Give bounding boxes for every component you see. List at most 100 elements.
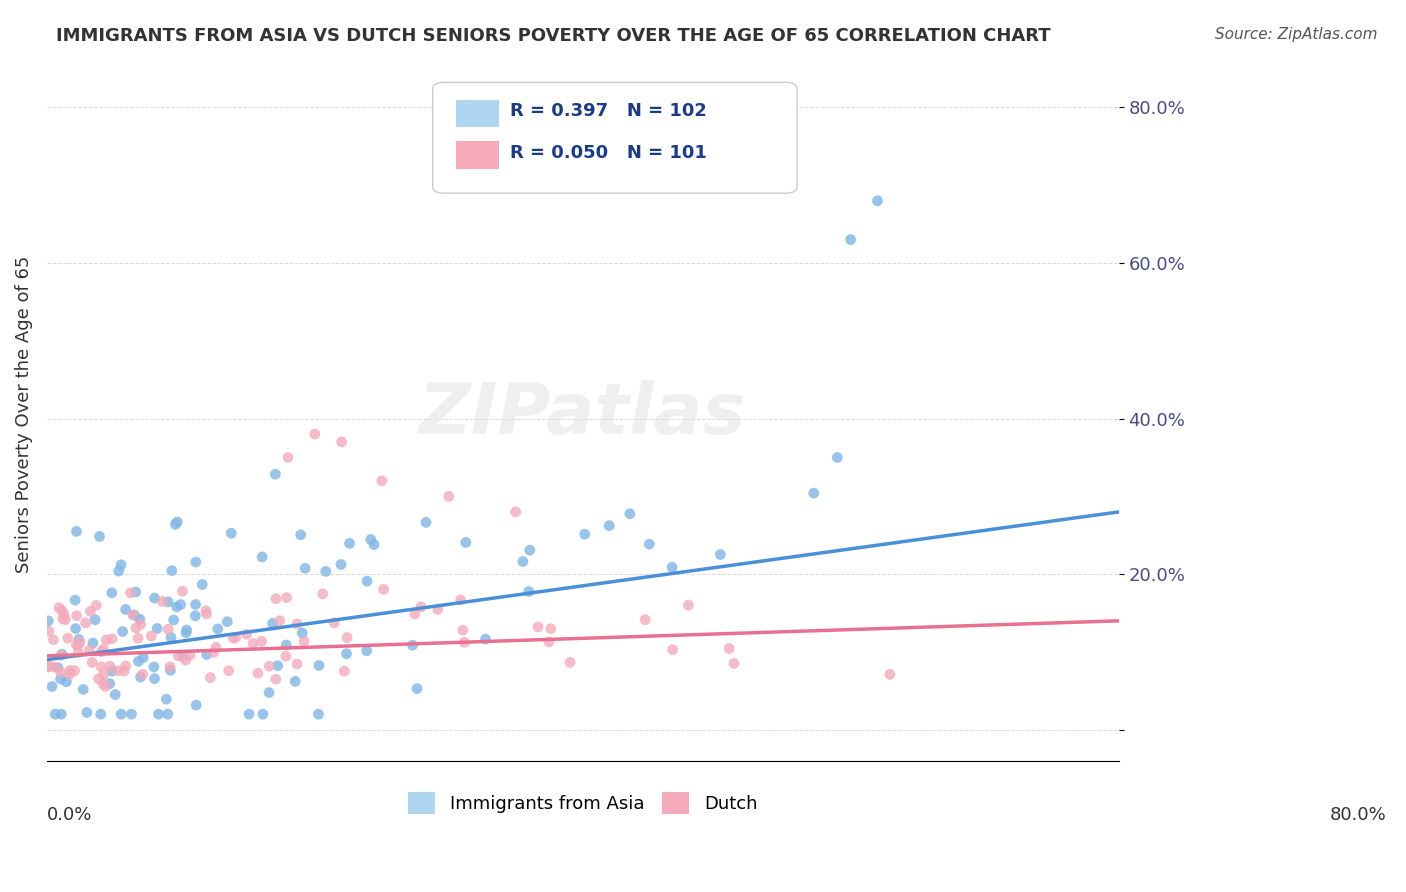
Point: [79, 643, 101, 657]
Point: [87, 672, 110, 686]
Point: [290, 528, 312, 542]
Point: [37, 614, 59, 628]
Point: [537, 635, 560, 649]
Point: [41, 680, 63, 694]
Point: [89, 529, 111, 543]
Point: [169, 598, 191, 612]
Point: [426, 602, 449, 616]
Point: [176, 623, 198, 637]
Point: [252, 707, 274, 722]
Point: [191, 577, 214, 591]
Point: [156, 707, 179, 722]
Point: [111, 624, 134, 639]
Point: [165, 517, 187, 532]
Point: [259, 659, 281, 673]
Point: [160, 564, 183, 578]
Point: [167, 648, 190, 663]
Point: [146, 622, 169, 636]
Point: [125, 621, 148, 635]
Point: [179, 648, 201, 662]
Point: [124, 585, 146, 599]
Point: [75, 615, 97, 630]
Point: [195, 648, 218, 662]
Point: [527, 620, 550, 634]
Point: [264, 467, 287, 482]
Point: [718, 641, 741, 656]
Point: [72, 682, 94, 697]
Point: [184, 598, 207, 612]
Point: [98, 676, 121, 690]
Point: [114, 602, 136, 616]
Point: [63, 593, 86, 607]
Point: [195, 607, 218, 621]
Point: [49, 665, 72, 679]
Point: [661, 642, 683, 657]
Point: [94, 680, 117, 694]
Point: [142, 660, 165, 674]
Point: [284, 674, 307, 689]
Point: [65, 524, 87, 539]
Text: R = 0.397   N = 102: R = 0.397 N = 102: [510, 103, 707, 120]
Point: [166, 599, 188, 614]
Point: [37, 660, 59, 674]
Point: [69, 635, 91, 649]
Point: [505, 505, 527, 519]
Point: [294, 561, 316, 575]
Point: [104, 688, 127, 702]
Point: [101, 632, 124, 646]
Point: [110, 707, 132, 722]
Point: [127, 654, 149, 668]
Point: [291, 626, 314, 640]
Point: [82, 636, 104, 650]
Point: [276, 638, 298, 652]
Point: [59, 664, 82, 678]
Point: [49, 672, 72, 686]
Point: [159, 659, 181, 673]
Bar: [457, 141, 499, 169]
Point: [49, 648, 72, 663]
Point: [129, 670, 152, 684]
Point: [866, 194, 889, 208]
Point: [207, 622, 229, 636]
Point: [112, 664, 135, 678]
Point: [217, 615, 239, 629]
Point: [264, 591, 287, 606]
Point: [406, 681, 429, 696]
Point: [58, 667, 80, 681]
Point: [277, 450, 299, 465]
Point: [404, 607, 426, 621]
Point: [285, 617, 308, 632]
Point: [474, 632, 496, 647]
Point: [82, 656, 104, 670]
Point: [451, 623, 474, 637]
Point: [330, 434, 353, 449]
Point: [55, 674, 77, 689]
Point: [65, 638, 87, 652]
Point: [453, 635, 475, 649]
Point: [678, 598, 700, 612]
Point: [371, 474, 394, 488]
Point: [172, 584, 194, 599]
Point: [246, 666, 269, 681]
Point: [148, 707, 170, 722]
Point: [132, 667, 155, 681]
Point: [159, 663, 181, 677]
Point: [114, 659, 136, 673]
Point: [174, 625, 197, 640]
Point: [250, 549, 273, 564]
Point: [67, 632, 90, 647]
Text: 80.0%: 80.0%: [1330, 805, 1386, 824]
Point: [267, 658, 290, 673]
Point: [66, 639, 89, 653]
Point: [401, 638, 423, 652]
Point: [107, 564, 129, 578]
Point: [238, 707, 260, 722]
Point: [218, 664, 240, 678]
Point: [124, 608, 146, 623]
Point: [172, 649, 194, 664]
Point: [200, 671, 222, 685]
Point: [634, 613, 657, 627]
Point: [257, 685, 280, 699]
Point: [186, 698, 208, 712]
Point: [67, 645, 90, 659]
